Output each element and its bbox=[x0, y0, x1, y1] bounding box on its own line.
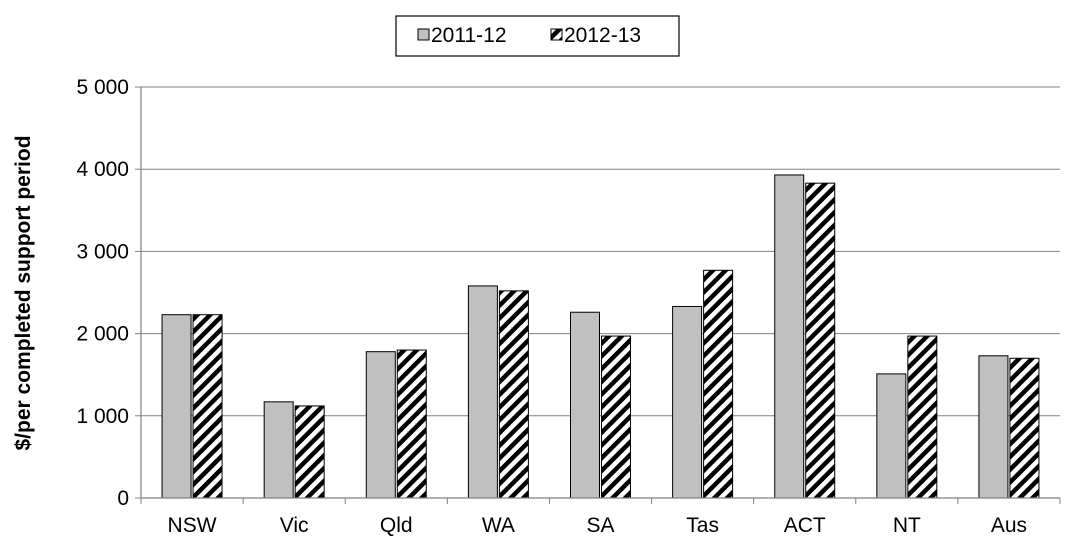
y-tick-label: 3 000 bbox=[76, 240, 129, 263]
bar-tas-2011-12 bbox=[672, 305, 703, 499]
bar-sa-2011-12 bbox=[570, 311, 600, 499]
x-axis-ticks: NSW Vic Qld WA SA Tas ACT NT Aus bbox=[140, 498, 1061, 537]
y-tick-label: 1 000 bbox=[76, 405, 129, 428]
x-tick-label: Aus bbox=[991, 514, 1027, 537]
legend-label-2012-13: 2012-13 bbox=[564, 24, 641, 47]
bar-nsw-2012-13 bbox=[192, 314, 223, 499]
legend: 2011-12 2012-13 bbox=[395, 15, 680, 57]
x-tick-label: Tas bbox=[686, 514, 719, 537]
y-axis-title: $/per completed support period bbox=[12, 135, 35, 450]
bar-nt-2011-12 bbox=[876, 373, 907, 499]
bar-sa-2012-13 bbox=[601, 335, 631, 499]
x-tick-label: Vic bbox=[280, 514, 309, 537]
axes bbox=[140, 87, 1060, 499]
legend-swatch-2011-12 bbox=[417, 28, 430, 41]
bar-aus-2012-13 bbox=[1009, 357, 1040, 499]
y-axis-ticks: 0 1 000 2 000 3 000 4 000 5 000 bbox=[76, 76, 141, 510]
bars bbox=[161, 174, 1040, 499]
bar-qld-2012-13 bbox=[396, 349, 427, 499]
bar-wa-2012-13 bbox=[498, 290, 529, 499]
bar-act-2012-13 bbox=[805, 182, 836, 499]
legend-swatch-2012-13 bbox=[550, 28, 563, 41]
x-tick-label: WA bbox=[482, 514, 515, 537]
gridlines bbox=[141, 86, 1060, 417]
bar-vic-2011-12 bbox=[263, 401, 294, 499]
legend-box bbox=[395, 15, 680, 57]
bar-nt-2012-13 bbox=[907, 335, 938, 499]
y-tick-label: 5 000 bbox=[76, 76, 129, 99]
bar-tas-2012-13 bbox=[703, 269, 734, 499]
x-tick-label: SA bbox=[586, 514, 614, 537]
bar-wa-2011-12 bbox=[467, 285, 498, 499]
y-tick-label: 0 bbox=[117, 487, 129, 510]
bar-aus-2011-12 bbox=[978, 355, 1009, 499]
y-tick-label: 4 000 bbox=[76, 158, 129, 181]
bar-qld-2011-12 bbox=[365, 351, 396, 499]
x-tick-label: Qld bbox=[380, 514, 413, 537]
y-tick-label: 2 000 bbox=[76, 323, 129, 346]
bar-act-2011-12 bbox=[774, 174, 805, 499]
legend-label-2011-12: 2011-12 bbox=[431, 24, 507, 47]
x-tick-label: ACT bbox=[784, 514, 826, 537]
x-tick-label: NT bbox=[893, 514, 921, 537]
x-tick-label: NSW bbox=[168, 514, 217, 537]
bar-vic-2012-13 bbox=[294, 405, 325, 499]
bar-nsw-2011-12 bbox=[161, 314, 192, 499]
